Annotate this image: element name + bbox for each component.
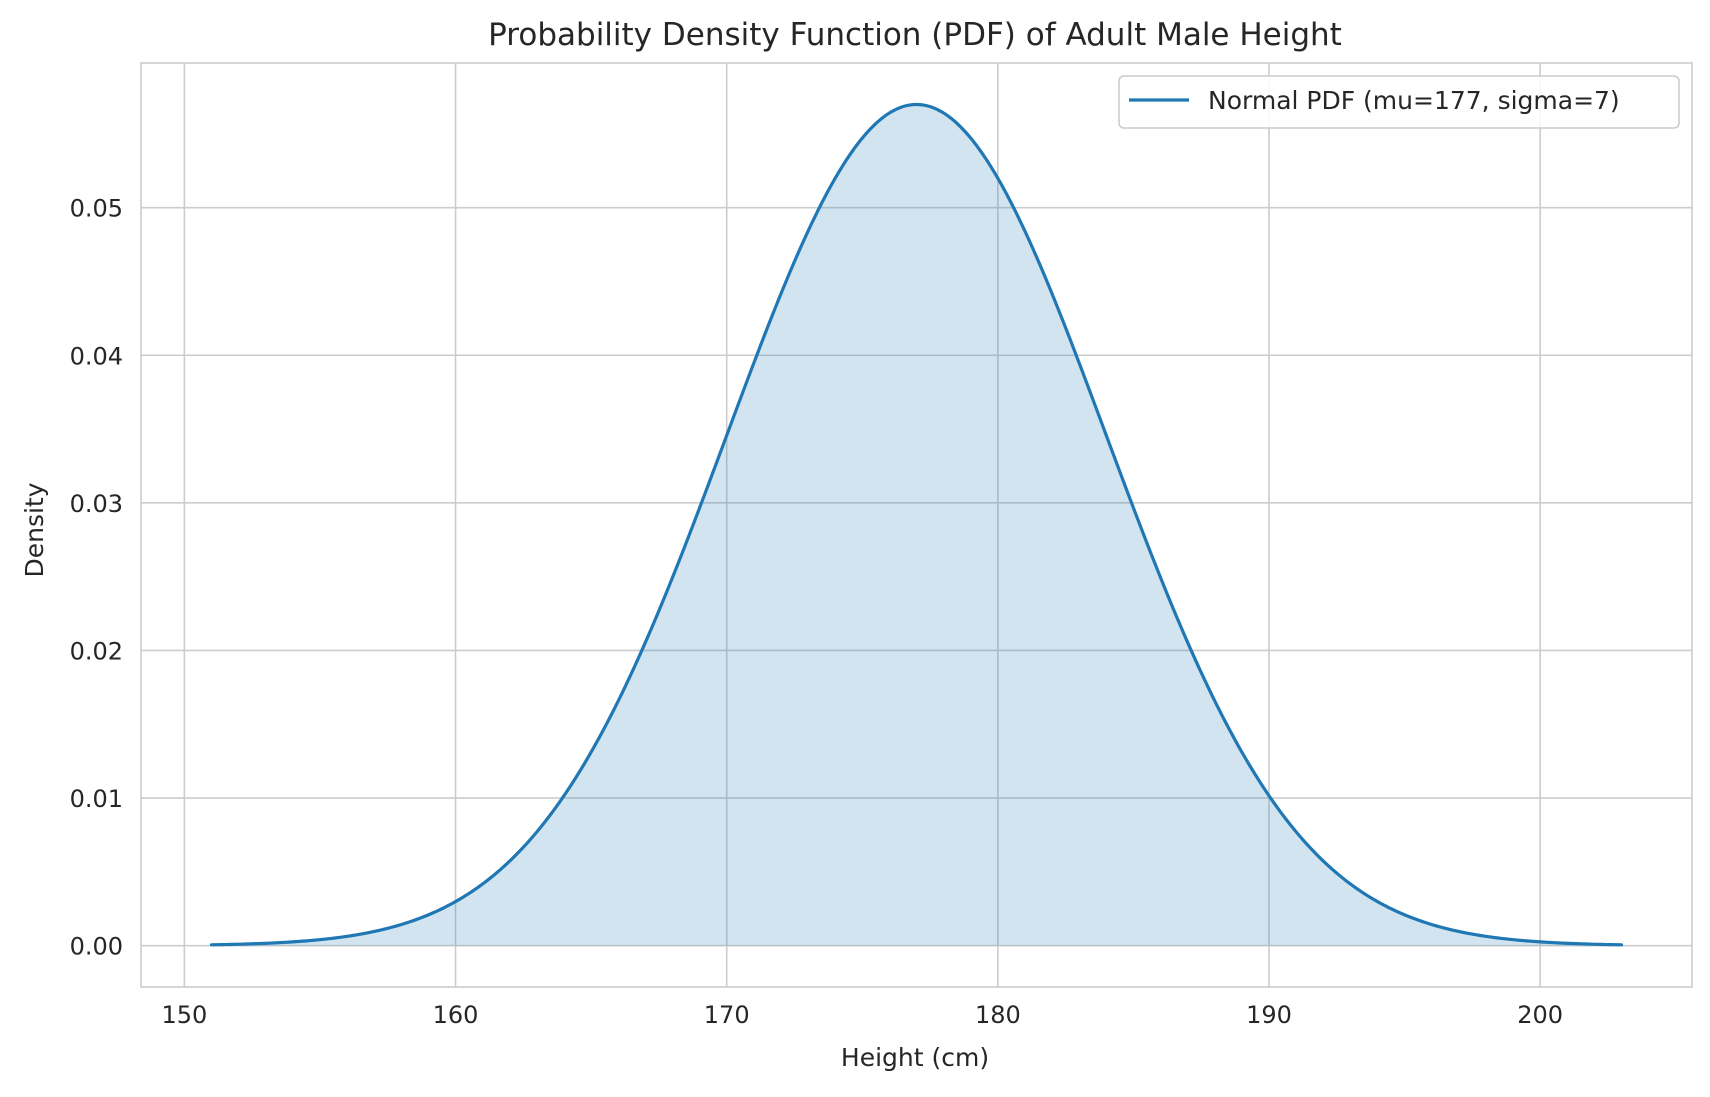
- x-tick-label: 170: [704, 1001, 750, 1029]
- tick-labels: 150 160 170 180 190 200 0.00 0.01 0.02 0.03 0.04 0.…: [70, 195, 1563, 1029]
- x-tick-label: 200: [1517, 1001, 1563, 1029]
- chart-title: Probability Density Function (PDF) of Ad…: [488, 17, 1342, 53]
- grid: [141, 63, 1692, 987]
- pdf-area-fill: [211, 104, 1622, 946]
- x-tick-label: 150: [161, 1001, 207, 1029]
- y-tick-label: 0.04: [70, 342, 123, 370]
- x-axis-label: Height (cm): [841, 1043, 989, 1072]
- plot-frame: [140, 62, 1693, 988]
- legend: Normal PDF (mu=177, sigma=7): [1118, 75, 1680, 129]
- y-tick-label: 0.02: [70, 637, 123, 665]
- y-axis-label: Density: [20, 482, 49, 577]
- y-tick-label: 0.05: [70, 195, 123, 223]
- y-tick-label: 0.03: [70, 490, 123, 518]
- x-tick-label: 160: [433, 1001, 479, 1029]
- y-tick-label: 0.00: [70, 933, 123, 961]
- line-layer: [209, 102, 1624, 947]
- x-tick-label: 190: [1246, 1001, 1292, 1029]
- area-fill-layer: [211, 104, 1622, 946]
- legend-box: [1118, 75, 1680, 129]
- legend-entry-normal-pdf: Normal PDF (mu=177, sigma=7): [1208, 86, 1620, 115]
- y-tick-label: 0.01: [70, 785, 123, 813]
- x-tick-label: 180: [975, 1001, 1021, 1029]
- pdf-line: [209, 102, 1624, 947]
